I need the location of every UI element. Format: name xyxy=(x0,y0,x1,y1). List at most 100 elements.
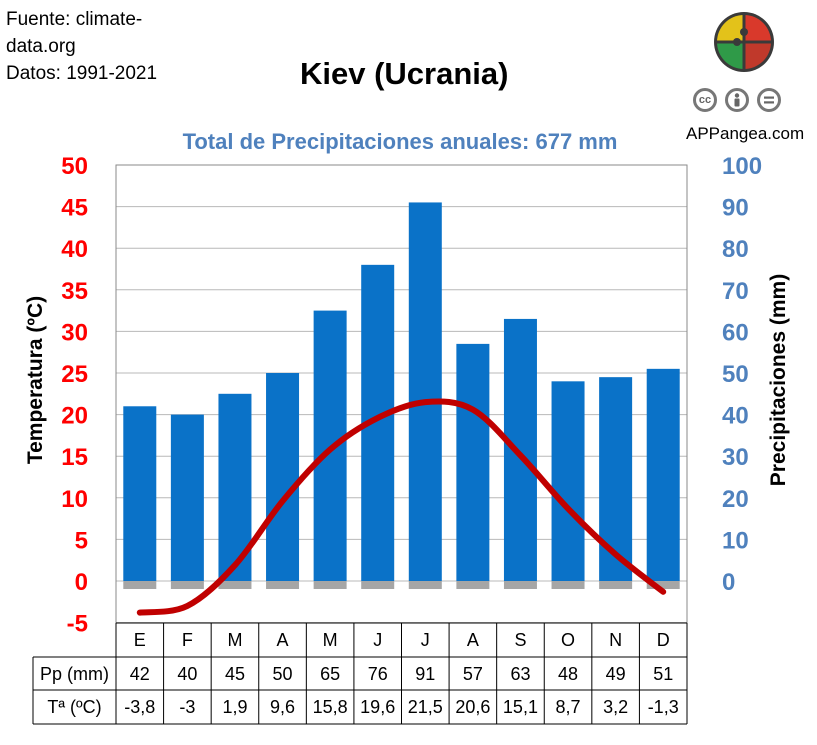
y-left-tick-label: 0 xyxy=(75,569,88,596)
table-cell: 9,6 xyxy=(270,697,295,717)
month-label: D xyxy=(657,630,670,650)
bar-base xyxy=(599,581,633,589)
month-label: J xyxy=(421,630,430,650)
month-label: N xyxy=(609,630,622,650)
month-label: S xyxy=(514,630,526,650)
bar-base xyxy=(551,581,585,589)
y-left-axis-title: Temperatura (ºC) xyxy=(24,296,47,464)
source-line-1: Fuente: climate- xyxy=(6,9,143,30)
table-cell: -1,3 xyxy=(648,697,679,717)
y-right-tick-label: 40 xyxy=(722,403,749,430)
month-label: M xyxy=(323,630,338,650)
y-left-tick-label: 50 xyxy=(61,153,88,180)
table-cell: 3,2 xyxy=(603,697,628,717)
chart-subtitle: Total de Precipitaciones anuales: 677 mm xyxy=(183,129,618,154)
page-title: Kiev (Ucrania) xyxy=(300,56,509,91)
table-cell: 42 xyxy=(130,664,150,684)
table-cell: 19,6 xyxy=(360,697,395,717)
table-cell: 15,1 xyxy=(503,697,538,717)
table-cell: 50 xyxy=(273,664,293,684)
y-right-tick-label: 30 xyxy=(722,444,749,471)
nd-equals-icon xyxy=(757,88,781,112)
y-left-tick-label: 25 xyxy=(61,361,88,388)
table-cell: 45 xyxy=(225,664,245,684)
y-right-axis-title: Precipitaciones (mm) xyxy=(767,274,790,486)
y-left-tick-label: 10 xyxy=(61,486,88,513)
table-cell: -3 xyxy=(179,697,195,717)
table-cell: 63 xyxy=(510,664,530,684)
y-left-tick-label: -5 xyxy=(67,611,88,638)
bar-base xyxy=(456,581,490,589)
table-cell: 65 xyxy=(320,664,340,684)
y-right-tick-label: 60 xyxy=(722,319,749,346)
y-right-tick-label: 10 xyxy=(722,527,749,554)
y-right-tick-label: 80 xyxy=(722,236,749,263)
table-cell: 48 xyxy=(558,664,578,684)
table-cell: 51 xyxy=(653,664,673,684)
y-right-tick-label: 100 xyxy=(722,153,762,180)
y-left-tick-label: 30 xyxy=(61,319,88,346)
puzzle-globe-logo xyxy=(714,12,774,72)
y-left-tick-label: 45 xyxy=(61,195,88,222)
y-right-tick-label: 0 xyxy=(722,569,735,596)
table-cell: 20,6 xyxy=(455,697,490,717)
y-right-tick-label: 50 xyxy=(722,361,749,388)
table-cell: 21,5 xyxy=(408,697,443,717)
axes: -5 0 5 10 15 20 25 30 35 40 45 50 0 10 20 30 40 50 60 70 80 9… xyxy=(61,153,762,638)
month-label: A xyxy=(467,630,479,650)
month-label: O xyxy=(561,630,575,650)
temperature-line xyxy=(136,398,667,616)
data-table: E F M A M J J A S O N D Pp (mm) 42 40 45 50 65 76 91 57 63 48 4… xyxy=(32,622,688,725)
y-right-tick-label: 70 xyxy=(722,278,749,305)
table-cell: 40 xyxy=(177,664,197,684)
y-left-tick-label: 5 xyxy=(75,527,88,554)
table-cell: 76 xyxy=(368,664,388,684)
month-label: M xyxy=(227,630,242,650)
brand-name: APPangea.com xyxy=(686,124,805,143)
table-row-label: Tª (ºC) xyxy=(47,697,101,717)
license-icons: cc xyxy=(693,88,781,112)
by-person-icon xyxy=(725,88,749,112)
precipitation-bar xyxy=(503,318,537,581)
y-left-tick-label: 40 xyxy=(61,236,88,263)
cc-icon: cc xyxy=(693,88,717,112)
y-left-tick-label: 35 xyxy=(61,278,88,305)
precipitation-bar xyxy=(123,406,157,581)
bar-base xyxy=(313,581,347,589)
table-row-label: Pp (mm) xyxy=(40,664,109,684)
bar-base xyxy=(408,581,442,589)
source-line-3: Datos: 1991-2021 xyxy=(6,63,158,84)
bar-base xyxy=(503,581,537,589)
bar-base xyxy=(361,581,395,589)
month-label: J xyxy=(373,630,382,650)
bar-base xyxy=(646,581,680,589)
month-label: E xyxy=(134,630,146,650)
bar-base xyxy=(218,581,252,589)
table-cell: 91 xyxy=(415,664,435,684)
source-line-2: data.org xyxy=(6,36,76,57)
precipitation-bars xyxy=(123,202,680,589)
bar-base xyxy=(123,581,157,589)
y-left-tick-label: 15 xyxy=(61,444,88,471)
month-label: A xyxy=(277,630,289,650)
precipitation-bar xyxy=(408,202,442,581)
bar-base xyxy=(170,581,204,589)
precipitation-bar xyxy=(170,414,204,581)
table-cell: 49 xyxy=(606,664,626,684)
table-cell: 1,9 xyxy=(222,697,247,717)
y-right-tick-label: 20 xyxy=(722,486,749,513)
table-cell: 15,8 xyxy=(313,697,348,717)
temperature-line-group xyxy=(136,398,667,616)
table-cell: 57 xyxy=(463,664,483,684)
table-cell: -3,8 xyxy=(124,697,155,717)
y-right-tick-label: 90 xyxy=(722,195,749,222)
precipitation-bar xyxy=(266,373,300,581)
precipitation-bar xyxy=(551,381,585,581)
bar-base xyxy=(266,581,300,589)
table-cell: 8,7 xyxy=(556,697,581,717)
precipitation-bar xyxy=(646,368,680,581)
precipitation-bar xyxy=(456,343,490,581)
source-note: Fuente: climate- data.org Datos: 1991-20… xyxy=(6,6,157,87)
y-left-tick-label: 20 xyxy=(61,403,88,430)
